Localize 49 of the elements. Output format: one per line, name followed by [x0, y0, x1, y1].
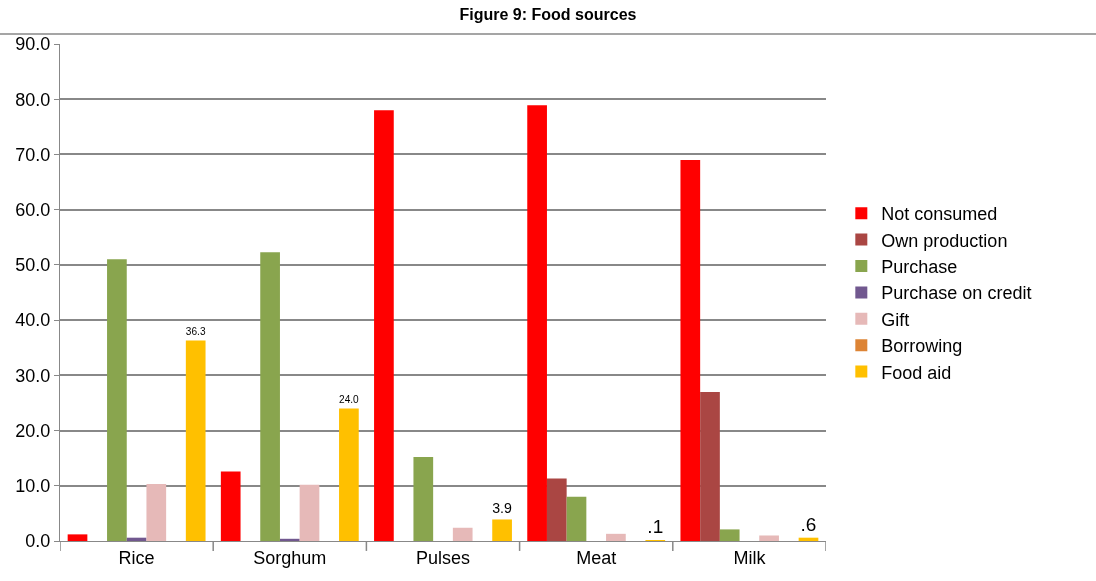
data-label: .6: [800, 513, 817, 535]
data-label: .1: [647, 516, 664, 537]
bar: [374, 110, 394, 541]
data-label: 36.3: [185, 326, 206, 338]
bar: [107, 259, 127, 541]
bar: [299, 484, 320, 541]
bar: [759, 535, 779, 541]
bar: [566, 496, 587, 541]
y-tick-label: 30.0: [15, 365, 51, 386]
bar: [606, 533, 626, 541]
legend-label: Food aid: [881, 362, 952, 383]
y-tick-label: 50.0: [15, 255, 51, 276]
y-tick-label: 80.0: [15, 89, 51, 110]
bar: [700, 391, 720, 541]
y-tick-label: 10.0: [15, 476, 51, 497]
legend-label: Purchase on credit: [881, 283, 1032, 304]
bar: [146, 484, 167, 541]
legend-label: Gift: [881, 309, 910, 330]
y-tick-label: 40.0: [15, 310, 51, 331]
chart-title: Figure 9: Food sources: [459, 5, 637, 23]
data-label: 24.0: [339, 394, 360, 406]
x-tick-label: Sorghum: [253, 547, 327, 568]
bar: [260, 252, 280, 541]
bar: [185, 340, 206, 541]
y-tick-label: 60.0: [15, 199, 51, 220]
bar: [452, 527, 473, 541]
bar: [279, 538, 300, 541]
bar: [680, 159, 701, 541]
bar: [220, 471, 241, 541]
y-tick-label: 20.0: [15, 420, 51, 441]
bar: [339, 408, 359, 541]
x-tick-label: Milk: [733, 547, 767, 568]
bar: [546, 478, 567, 541]
legend-label: Not consumed: [881, 204, 998, 225]
y-tick-label: 70.0: [15, 144, 51, 165]
bar: [67, 534, 88, 541]
bar: [492, 519, 512, 541]
x-tick-label: Meat: [576, 547, 617, 568]
bar: [413, 457, 434, 541]
bar: [719, 529, 740, 541]
legend-label: Borrowing: [881, 336, 963, 357]
y-tick-label: 90.0: [15, 34, 51, 55]
y-tick-label: 0.0: [25, 531, 51, 552]
bar: [527, 105, 547, 541]
legend-label: Purchase: [881, 257, 958, 278]
data-label: 3.9: [492, 500, 513, 517]
legend-label: Own production: [881, 230, 1008, 251]
x-tick-label: Rice: [118, 547, 155, 568]
x-tick-label: Pulses: [415, 547, 471, 568]
